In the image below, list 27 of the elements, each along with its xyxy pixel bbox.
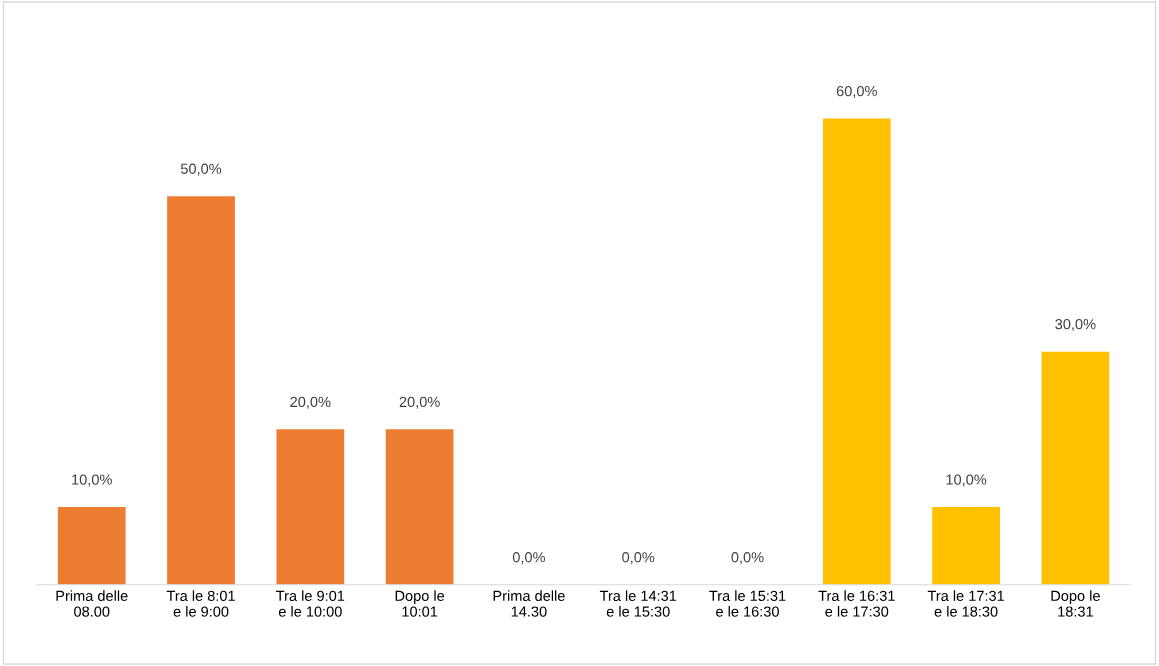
data-label: 10,0% [72,474,112,487]
x-tick-label: Tra le 14:31 e le 15:30 [599,590,677,617]
data-label: 0,0% [512,552,546,565]
bar [167,196,235,585]
x-tick-label: Tra le 17:31 e le 18:30 [927,590,1005,617]
data-label: 20,0% [290,396,331,409]
x-tick-label: Prima delle 14.30 [493,590,565,617]
data-label: 10,0% [946,474,987,487]
data-label: 0,0% [731,552,764,565]
data-label: 30,0% [1055,318,1096,332]
bar [57,507,126,585]
data-label: 20,0% [399,396,440,409]
x-tick-label: Tra le 15:31 e le 16:30 [709,590,786,617]
bar [932,507,1000,585]
bar [822,118,891,585]
bar [385,429,454,585]
x-tick-label: Tra le 9:01 e le 10:00 [276,590,345,617]
x-tick-label: Tra le 16:31 e le 17:30 [818,590,895,617]
x-tick-label: Dopo le 10:01 [395,590,445,617]
bar [1041,351,1110,585]
x-tick-label: Tra le 8:01 e le 9:00 [166,590,235,617]
x-tick-label: Dopo le 18:31 [1051,590,1100,617]
bar [276,429,345,585]
data-label: 60,0% [836,85,877,98]
x-tick-label: Prima delle 08.00 [56,590,128,617]
data-label: 0,0% [622,552,655,565]
data-label: 50,0% [180,163,222,176]
